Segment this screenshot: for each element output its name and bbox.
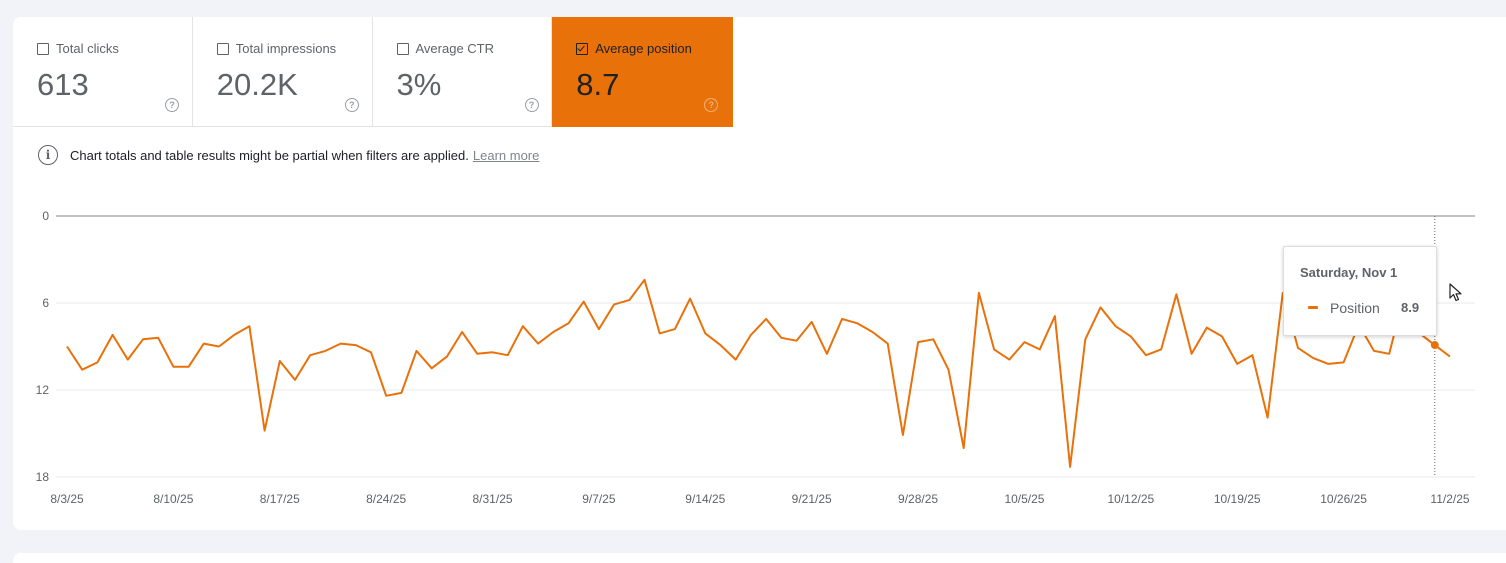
x-tick-label: 10/26/25 <box>1320 492 1367 506</box>
metric-label: Total clicks <box>56 41 119 56</box>
metric-total-clicks[interactable]: Total clicks 613 ? <box>13 17 193 127</box>
metric-value: 613 <box>37 67 89 102</box>
y-tick-label: 6 <box>42 296 49 310</box>
series-swatch <box>1308 306 1318 309</box>
series-line-position <box>66 278 1451 468</box>
tooltip-date: Saturday, Nov 1 <box>1300 265 1398 280</box>
help-icon[interactable]: ? <box>704 98 719 112</box>
position-chart[interactable]: 0 6 12 188/3/25 8/10/25 8/17/25 8/24/25 8/31/25… <box>13 17 1506 530</box>
x-tick-label: 10/19/25 <box>1214 492 1261 506</box>
metric-average-ctr[interactable]: Average CTR 3% ? <box>372 17 553 127</box>
x-tick-label: 8/24/25 <box>366 492 406 506</box>
info-icon: i <box>38 145 58 165</box>
x-tick-label: 8/17/25 <box>260 492 300 506</box>
x-tick-label: 9/28/25 <box>898 492 938 506</box>
next-card-edge <box>13 553 1506 563</box>
x-tick-label: 8/31/25 <box>473 492 513 506</box>
help-icon[interactable]: ? <box>165 98 179 112</box>
y-tick-label: 18 <box>36 470 50 484</box>
metric-value: 3% <box>396 67 442 102</box>
metric-total-impressions[interactable]: Total impressions 20.2K ? <box>192 17 373 127</box>
metric-label: Average CTR <box>415 41 495 56</box>
x-tick-label: 11/2/25 <box>1430 492 1469 506</box>
y-tick-label: 12 <box>36 383 50 397</box>
notice-text: Chart totals and table results might be … <box>70 147 469 163</box>
metric-average-position[interactable]: Average position 8.7 ? <box>552 17 733 127</box>
x-tick-label: 9/21/25 <box>792 492 832 506</box>
metric-value: 8.7 <box>576 67 620 102</box>
x-tick-label: 9/14/25 <box>685 492 725 506</box>
x-tick-label: 10/5/25 <box>1004 492 1044 506</box>
metric-tabs: Total clicks 613 ? Total impressions 20.… <box>13 17 733 127</box>
hover-data-point <box>1430 341 1439 350</box>
mouse-cursor-icon <box>1449 283 1462 302</box>
average-ctr-checkbox[interactable] <box>396 43 409 55</box>
performance-card: Total clicks 613 ? Total impressions 20.… <box>13 17 1506 530</box>
help-icon[interactable]: ? <box>524 98 539 112</box>
total-clicks-checkbox[interactable] <box>37 43 49 55</box>
filter-notice: i Chart totals and table results might b… <box>38 144 539 166</box>
metric-label: Total impressions <box>235 41 337 56</box>
x-tick-label: 10/12/25 <box>1107 492 1154 506</box>
metric-value: 20.2K <box>216 67 298 102</box>
y-tick-label: 0 <box>42 209 49 223</box>
tooltip-value: 8.9 <box>1401 300 1420 315</box>
x-tick-label: 9/7/25 <box>582 492 616 506</box>
chart-tooltip: Saturday, Nov 1 Position 8.9 <box>1283 246 1437 336</box>
x-tick-label: 8/10/25 <box>153 492 193 506</box>
average-position-checkbox[interactable] <box>576 43 589 55</box>
x-tick-label: 8/3/25 <box>50 492 84 506</box>
learn-more-link[interactable]: Learn more <box>472 147 540 163</box>
tooltip-series-name: Position <box>1330 300 1380 316</box>
total-impressions-checkbox[interactable] <box>216 43 229 55</box>
help-icon[interactable]: ? <box>344 98 359 112</box>
metric-label: Average position <box>595 41 692 56</box>
